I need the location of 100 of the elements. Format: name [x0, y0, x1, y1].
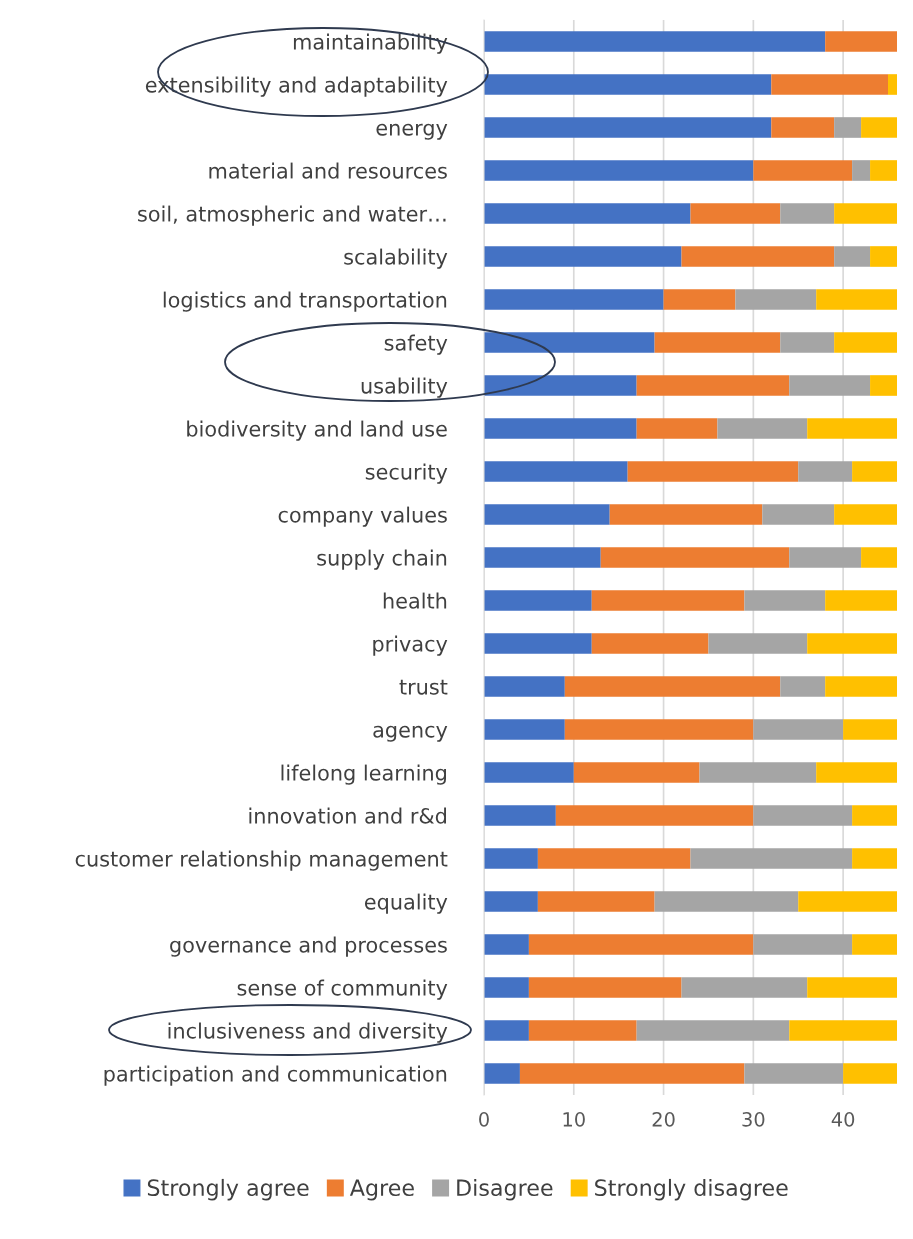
- bar: [735, 289, 817, 310]
- bar: [852, 934, 897, 955]
- bar: [834, 246, 871, 267]
- y-tick-label: supply chain: [317, 549, 447, 570]
- bar: [484, 31, 826, 52]
- bar: [484, 375, 637, 396]
- bar: [609, 504, 763, 525]
- bar: [484, 461, 628, 482]
- y-tick-label: logistics and transportation: [163, 291, 447, 312]
- bar: [789, 1020, 897, 1041]
- bar: [816, 762, 897, 783]
- bar: [834, 117, 862, 138]
- bar: [870, 160, 897, 181]
- bar: [484, 246, 682, 267]
- x-tick-label: 10: [563, 1112, 585, 1127]
- bar: [484, 1063, 520, 1084]
- bar: [663, 289, 736, 310]
- y-tick-label: equality: [364, 893, 448, 914]
- bar: [484, 418, 637, 439]
- bar: [591, 633, 709, 654]
- y-tick-label: security: [365, 463, 448, 484]
- bar: [537, 848, 691, 869]
- bar: [753, 160, 853, 181]
- bar: [564, 676, 781, 697]
- bar: [573, 762, 700, 783]
- bar: [591, 590, 745, 611]
- bar: [484, 203, 691, 224]
- y-tick-label: innovation and r&d: [249, 807, 446, 824]
- bar: [798, 461, 853, 482]
- bar: [852, 805, 897, 826]
- bar: [834, 504, 897, 525]
- y-tick-label: scalability: [344, 248, 448, 269]
- y-tick-label: soil, atmospheric and water…: [138, 205, 446, 226]
- bar: [807, 633, 897, 654]
- y-tick-label: material and resources: [209, 162, 447, 179]
- bar: [708, 633, 808, 654]
- bar: [484, 590, 592, 611]
- bar: [861, 117, 897, 138]
- bar: [807, 418, 897, 439]
- y-tick-label: sense of community: [237, 979, 448, 1000]
- bar: [771, 117, 835, 138]
- bar: [636, 1020, 790, 1041]
- x-tick-label: 30: [742, 1112, 765, 1127]
- bar: [789, 375, 871, 396]
- bar: [484, 762, 574, 783]
- y-tick-label: privacy: [373, 635, 448, 656]
- bar: [484, 934, 529, 955]
- y-tick-label: maintainability: [293, 33, 448, 54]
- y-tick-label: health: [383, 592, 447, 609]
- bar: [484, 891, 538, 912]
- bar: [636, 375, 790, 396]
- bar: [564, 719, 754, 740]
- bar: [753, 805, 853, 826]
- bar: [843, 719, 897, 740]
- bar: [762, 504, 835, 525]
- bar: [484, 676, 565, 697]
- bar: [627, 461, 799, 482]
- y-tick-label: customer relationship management: [75, 850, 448, 871]
- bar: [484, 719, 565, 740]
- bar: [798, 891, 897, 912]
- bar: [744, 590, 826, 611]
- bar: [600, 547, 790, 568]
- bar: [888, 74, 897, 95]
- y-tick-label: company values: [278, 506, 447, 527]
- bar: [816, 289, 897, 310]
- bar: [699, 762, 817, 783]
- bar: [825, 676, 897, 697]
- bar: [825, 31, 897, 52]
- bar: [484, 117, 772, 138]
- bar: [852, 160, 871, 181]
- bar: [484, 289, 664, 310]
- bar: [484, 504, 610, 525]
- y-tick-label: energy: [376, 123, 448, 140]
- y-tick-label: trust: [399, 679, 448, 695]
- x-tick-label: 40: [831, 1112, 855, 1127]
- y-tick-label: lifelong learning: [281, 764, 446, 785]
- bar: [807, 977, 897, 998]
- bar: [555, 805, 754, 826]
- bar: [484, 848, 538, 869]
- bar: [690, 203, 781, 224]
- bar: [484, 332, 655, 353]
- bar: [780, 676, 826, 697]
- bar: [528, 977, 682, 998]
- legend-label: Strongly agree: [147, 1178, 309, 1201]
- y-tick-label: participation and communication: [104, 1065, 447, 1086]
- bar: [681, 246, 835, 267]
- bar: [484, 633, 592, 654]
- bar: [636, 418, 718, 439]
- legend-label: Disagree: [457, 1178, 553, 1201]
- bar: [834, 332, 897, 353]
- y-tick-label: inclusiveness and diversity: [168, 1022, 448, 1043]
- legend-label: Agree: [349, 1179, 414, 1201]
- bar: [484, 74, 772, 95]
- y-tick-label: usability: [361, 377, 448, 398]
- y-tick-label: biodiversity and land use: [187, 420, 447, 441]
- bar: [753, 934, 853, 955]
- x-tick-label: 0: [479, 1112, 489, 1127]
- bar: [717, 418, 808, 439]
- bar: [771, 74, 889, 95]
- bar: [843, 1063, 897, 1084]
